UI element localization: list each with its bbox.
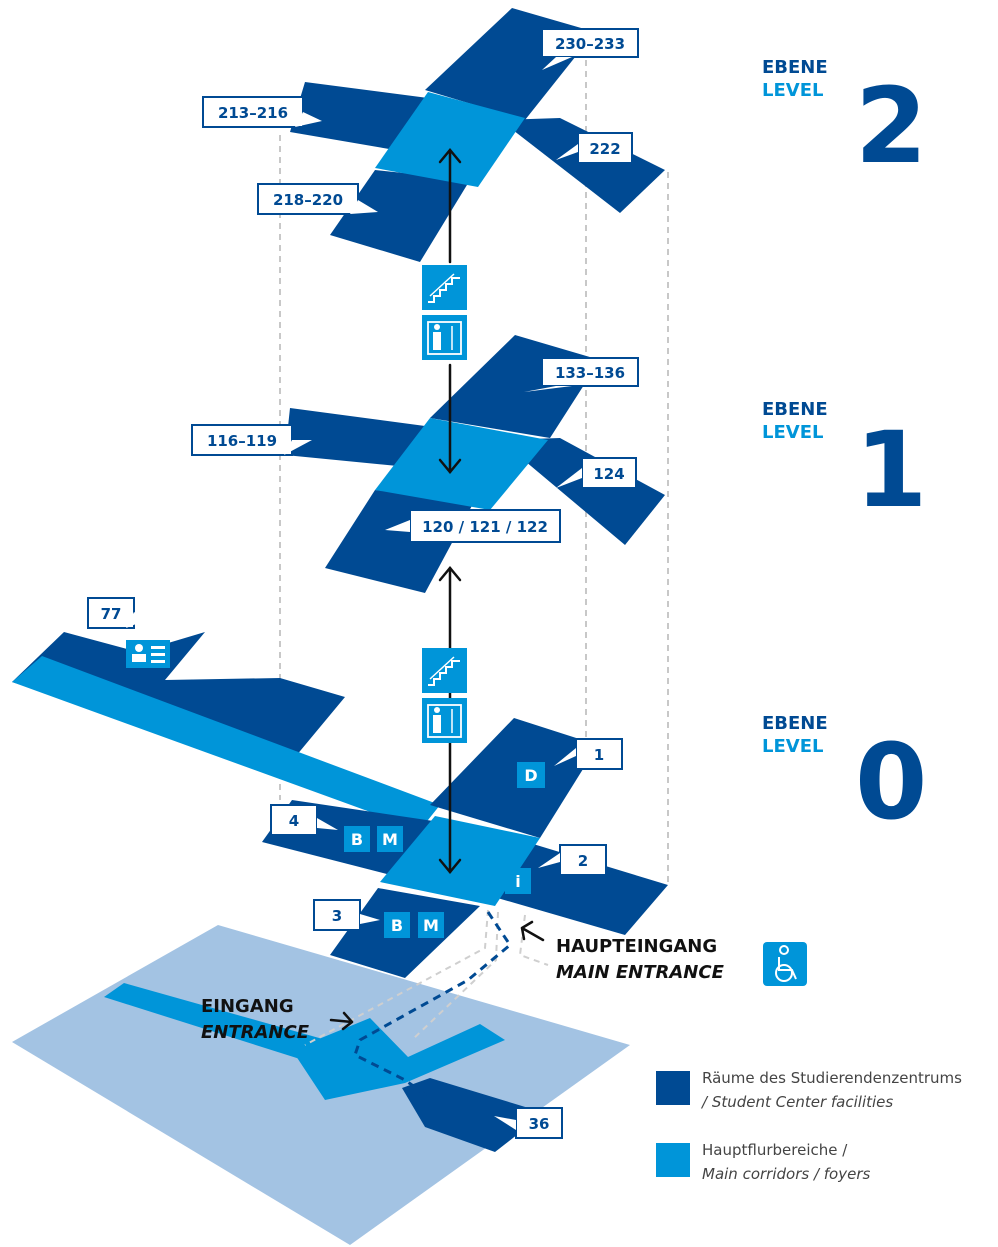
level-2-number: 2 <box>855 65 928 187</box>
room-label-218: 218–220 <box>273 191 343 209</box>
foyer-1 <box>375 418 548 510</box>
wing-218 <box>330 170 470 262</box>
stairs-icon <box>422 265 467 310</box>
room-label-120: 120 / 121 / 122 <box>422 518 548 536</box>
wing-left <box>12 632 345 768</box>
main-entrance-label: HAUPTEINGANG MAIN ENTRANCE <box>556 936 724 983</box>
room-label-77: 77 <box>101 605 122 623</box>
ground-foyer <box>292 1018 505 1100</box>
corridor-left <box>12 656 440 830</box>
service-badges <box>344 762 545 938</box>
side-entrance-label: EINGANG ENTRANCE <box>201 996 309 1043</box>
elevator-icon <box>422 698 467 743</box>
wheelchair-icon <box>763 942 807 986</box>
room-label-116: 116–119 <box>207 432 277 450</box>
foyer-2 <box>375 92 525 187</box>
wing-116 <box>285 408 440 468</box>
room-label-4: 4 <box>289 812 299 830</box>
legend-facilities: Räume des Studierendenzentrums / Student… <box>656 1066 962 1114</box>
level-2-title: EBENE LEVEL <box>762 57 828 101</box>
level-0-title: EBENE LEVEL <box>762 713 828 757</box>
wing-124 <box>500 438 665 545</box>
badge-m: M <box>423 916 439 935</box>
room-callouts <box>87 28 639 1139</box>
level-0-number: 0 <box>855 721 928 843</box>
stairs-icon <box>422 648 467 693</box>
room-label-222: 222 <box>589 140 620 158</box>
accessible-path <box>353 911 512 1100</box>
legend-corridors: Hauptflurbereiche / Main corridors / foy… <box>656 1138 870 1186</box>
badge-d: D <box>524 766 537 785</box>
room-label-3: 3 <box>332 907 342 925</box>
id-card-icon <box>126 640 170 668</box>
wing-213 <box>290 82 428 150</box>
room-36-area <box>402 1078 545 1152</box>
room-label-124: 124 <box>593 465 624 483</box>
elevator-icon <box>422 315 467 360</box>
room-label-1: 1 <box>594 746 604 764</box>
room-1-area <box>430 718 598 838</box>
side-entrance-arrow <box>329 1011 354 1031</box>
room-label-133: 133–136 <box>555 364 625 382</box>
room-label-36: 36 <box>529 1115 550 1133</box>
entrance-paths <box>304 909 549 1100</box>
ground-floor <box>12 925 630 1245</box>
main-entrance-arrow <box>520 920 545 942</box>
badge-b: B <box>351 830 363 849</box>
level-1-number: 1 <box>855 409 928 531</box>
badge-info: i <box>515 872 520 891</box>
badge-b: B <box>391 916 403 935</box>
wing-222 <box>500 118 665 213</box>
badge-m: M <box>382 830 398 849</box>
level-1-floor <box>285 335 665 593</box>
room-label-230: 230–233 <box>555 35 625 53</box>
legend-swatch-facilities <box>656 1071 690 1105</box>
room-label-213: 213–216 <box>218 104 288 122</box>
room-label-2: 2 <box>578 852 588 870</box>
level-1-title: EBENE LEVEL <box>762 399 828 443</box>
legend-swatch-corridors <box>656 1143 690 1177</box>
